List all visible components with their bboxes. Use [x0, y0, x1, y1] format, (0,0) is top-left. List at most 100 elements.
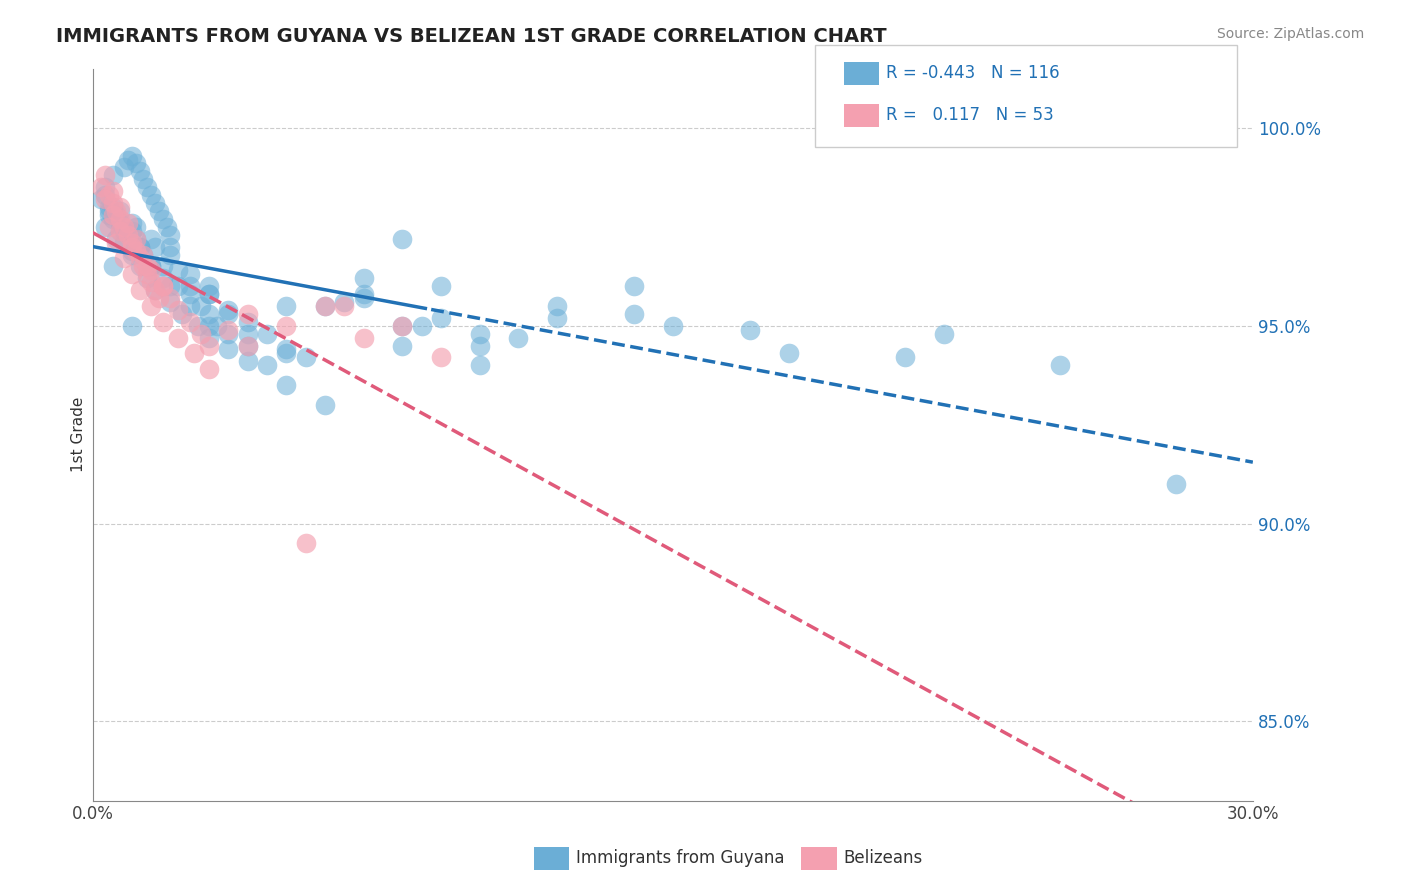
Immigrants from Guyana	[430, 310, 453, 325]
Immigrants from Guyana	[894, 351, 917, 365]
Immigrants from Guyana	[333, 295, 356, 310]
Belizeans	[121, 235, 143, 250]
Immigrants from Guyana	[198, 330, 221, 344]
Immigrants from Guyana	[159, 247, 181, 261]
Immigrants from Guyana	[143, 196, 166, 211]
Immigrants from Guyana	[101, 200, 124, 214]
Immigrants from Guyana	[159, 227, 181, 242]
Immigrants from Guyana	[179, 287, 201, 301]
Belizeans	[128, 252, 150, 266]
Immigrants from Guyana	[141, 260, 163, 274]
Immigrants from Guyana	[152, 211, 174, 226]
Belizeans	[132, 260, 155, 274]
Immigrants from Guyana	[97, 200, 120, 214]
Immigrants from Guyana	[546, 310, 568, 325]
Immigrants from Guyana	[110, 216, 132, 230]
Immigrants from Guyana	[167, 279, 190, 293]
Belizeans	[198, 338, 221, 352]
Immigrants from Guyana	[125, 219, 148, 234]
Text: Belizeans: Belizeans	[844, 849, 922, 867]
Immigrants from Guyana	[623, 307, 645, 321]
Immigrants from Guyana	[218, 343, 240, 357]
Belizeans	[276, 318, 298, 333]
Immigrants from Guyana	[152, 271, 174, 285]
Immigrants from Guyana	[101, 169, 124, 183]
Belizeans	[121, 239, 143, 253]
Belizeans	[159, 291, 181, 305]
Immigrants from Guyana	[932, 326, 955, 341]
Immigrants from Guyana	[112, 235, 135, 250]
Immigrants from Guyana	[141, 260, 163, 274]
Belizeans	[136, 268, 159, 282]
Belizeans	[94, 169, 117, 183]
Immigrants from Guyana	[205, 318, 228, 333]
Immigrants from Guyana	[156, 219, 179, 234]
Immigrants from Guyana	[125, 156, 148, 170]
Belizeans	[105, 235, 128, 250]
Belizeans	[112, 219, 135, 234]
Belizeans	[121, 268, 143, 282]
Immigrants from Guyana	[740, 323, 762, 337]
Immigrants from Guyana	[143, 239, 166, 253]
Belizeans	[333, 299, 356, 313]
Immigrants from Guyana	[121, 247, 143, 261]
Belizeans	[152, 315, 174, 329]
Belizeans	[183, 346, 205, 360]
Immigrants from Guyana	[198, 279, 221, 293]
Immigrants from Guyana	[112, 161, 135, 175]
Immigrants from Guyana	[143, 283, 166, 297]
Belizeans	[167, 330, 190, 344]
Immigrants from Guyana	[94, 180, 117, 194]
Immigrants from Guyana	[468, 359, 491, 373]
Immigrants from Guyana	[128, 260, 150, 274]
Immigrants from Guyana	[121, 216, 143, 230]
Belizeans	[141, 299, 163, 313]
Immigrants from Guyana	[117, 153, 139, 167]
Immigrants from Guyana	[148, 204, 170, 219]
Belizeans	[391, 318, 413, 333]
Belizeans	[101, 208, 124, 222]
Belizeans	[353, 330, 375, 344]
Immigrants from Guyana	[110, 204, 132, 219]
Text: Source: ZipAtlas.com: Source: ZipAtlas.com	[1216, 27, 1364, 41]
Immigrants from Guyana	[179, 279, 201, 293]
Belizeans	[141, 263, 163, 277]
Immigrants from Guyana	[105, 232, 128, 246]
Belizeans	[132, 247, 155, 261]
Immigrants from Guyana	[353, 291, 375, 305]
Text: R = -0.443   N = 116: R = -0.443 N = 116	[886, 64, 1059, 82]
Belizeans	[167, 302, 190, 317]
Immigrants from Guyana	[121, 318, 143, 333]
Belizeans	[179, 315, 201, 329]
Immigrants from Guyana	[125, 232, 148, 246]
Belizeans	[294, 536, 316, 550]
Immigrants from Guyana	[190, 299, 212, 313]
Immigrants from Guyana	[132, 247, 155, 261]
Immigrants from Guyana	[1164, 477, 1187, 491]
Immigrants from Guyana	[662, 318, 685, 333]
Belizeans	[94, 192, 117, 206]
Belizeans	[152, 279, 174, 293]
Immigrants from Guyana	[179, 268, 201, 282]
Belizeans	[152, 279, 174, 293]
Immigrants from Guyana	[430, 279, 453, 293]
Belizeans	[90, 180, 112, 194]
Immigrants from Guyana	[778, 346, 800, 360]
Immigrants from Guyana	[236, 354, 259, 368]
Text: IMMIGRANTS FROM GUYANA VS BELIZEAN 1ST GRADE CORRELATION CHART: IMMIGRANTS FROM GUYANA VS BELIZEAN 1ST G…	[56, 27, 887, 45]
Immigrants from Guyana	[159, 239, 181, 253]
Immigrants from Guyana	[391, 232, 413, 246]
Belizeans	[117, 216, 139, 230]
Belizeans	[105, 204, 128, 219]
Immigrants from Guyana	[546, 299, 568, 313]
Belizeans	[101, 184, 124, 198]
Immigrants from Guyana	[132, 172, 155, 186]
Immigrants from Guyana	[97, 204, 120, 219]
Text: Immigrants from Guyana: Immigrants from Guyana	[576, 849, 785, 867]
Immigrants from Guyana	[101, 211, 124, 226]
Immigrants from Guyana	[105, 208, 128, 222]
Immigrants from Guyana	[159, 295, 181, 310]
Immigrants from Guyana	[128, 239, 150, 253]
Immigrants from Guyana	[198, 307, 221, 321]
Immigrants from Guyana	[218, 326, 240, 341]
